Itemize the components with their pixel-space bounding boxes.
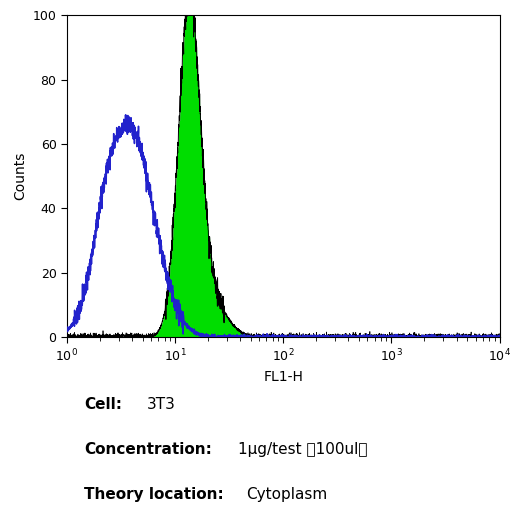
Text: 1μg/test （100ul）: 1μg/test （100ul） [238,442,367,457]
Text: 3T3: 3T3 [147,397,176,411]
Text: Cell:: Cell: [84,397,122,411]
X-axis label: FL1-H: FL1-H [263,370,303,384]
Y-axis label: Counts: Counts [13,152,27,200]
Text: Concentration:: Concentration: [84,442,212,457]
Text: Theory location:: Theory location: [84,487,224,502]
Text: Cytoplasm: Cytoplasm [247,487,328,502]
